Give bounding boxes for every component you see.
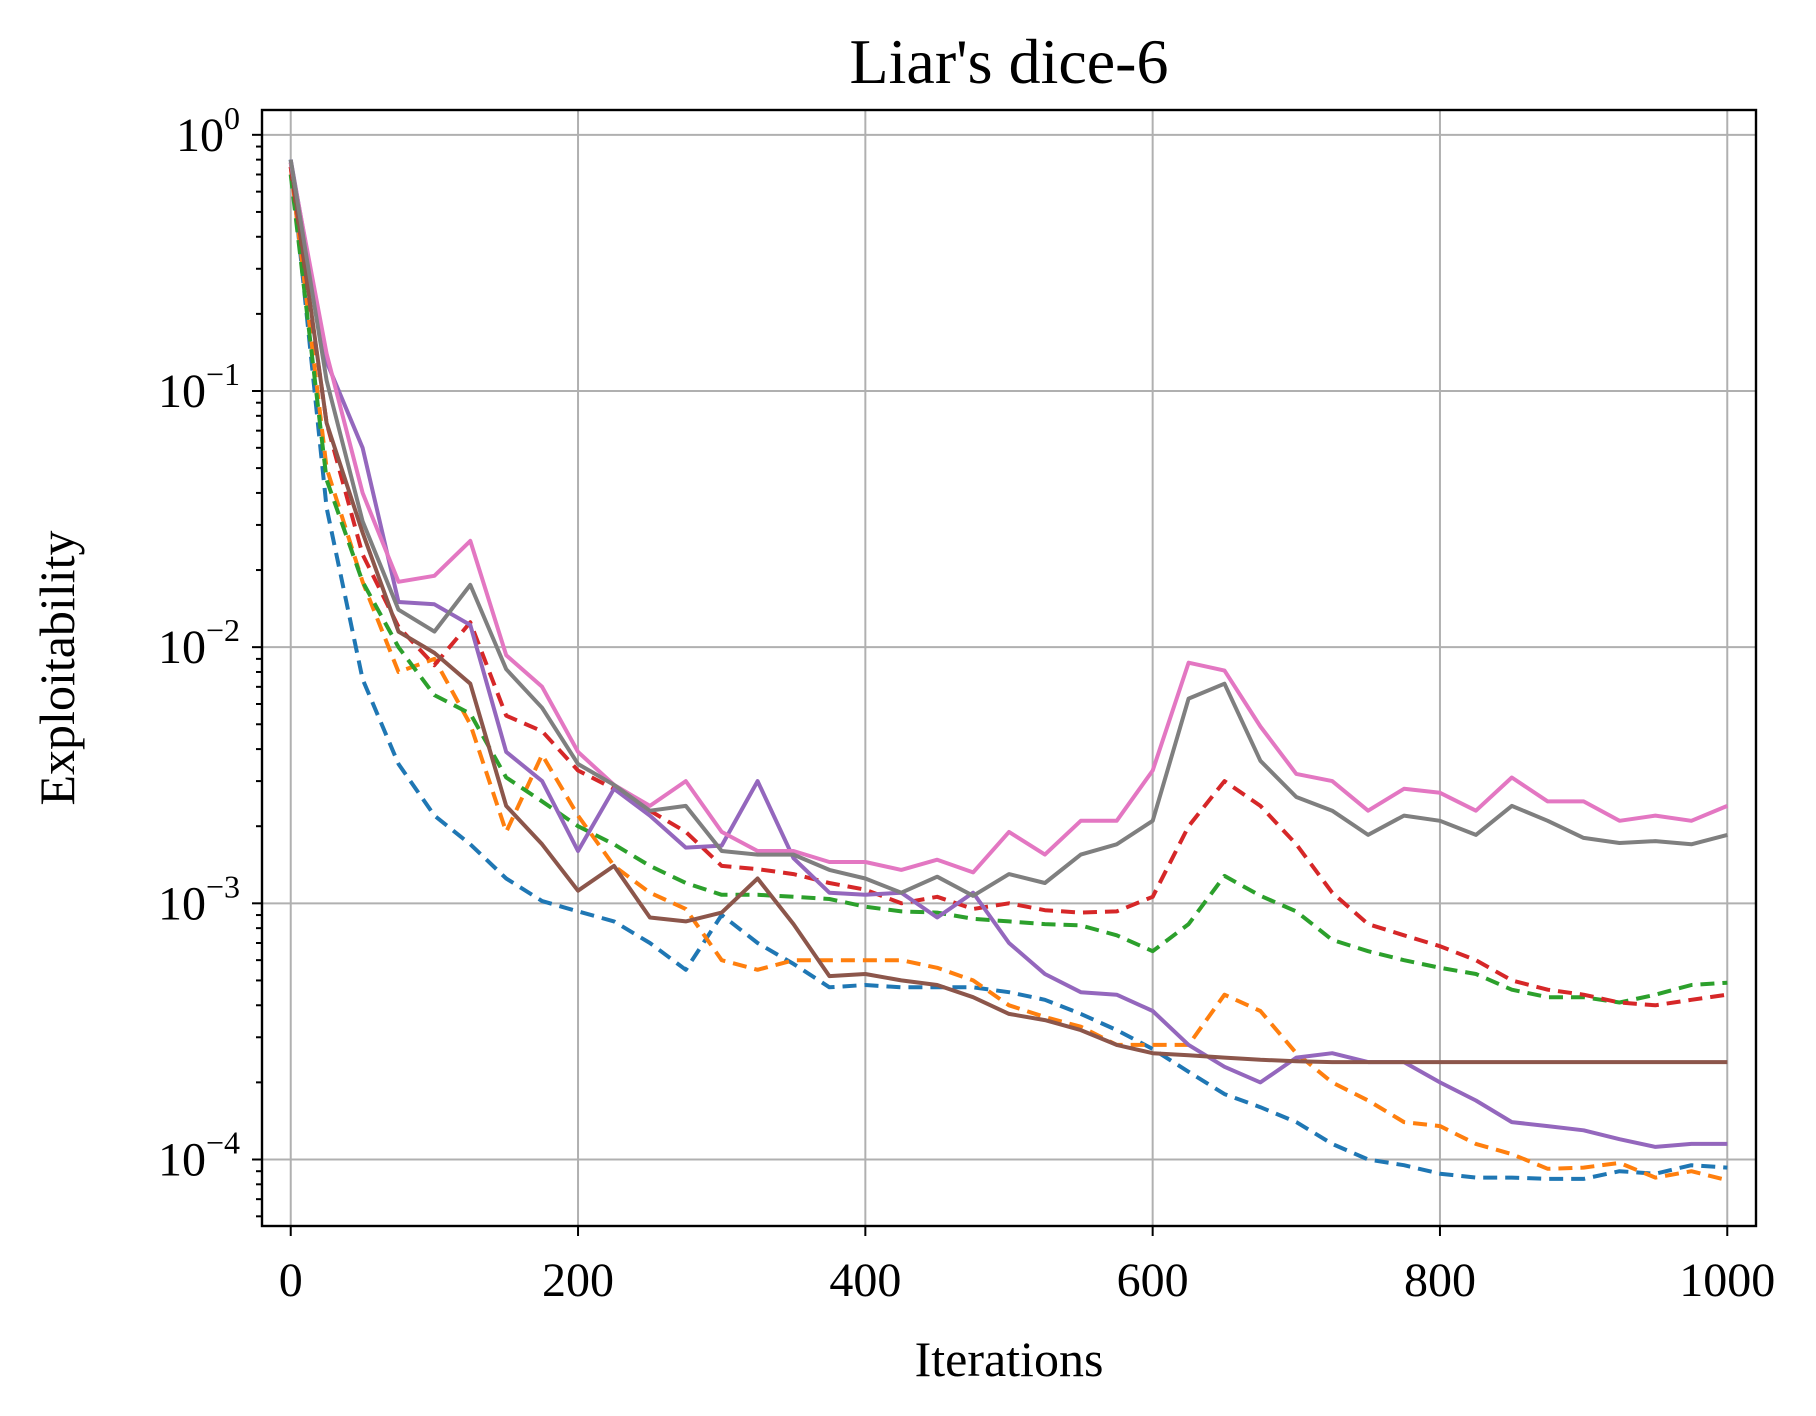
ticks: 0 200 400 600 800 1000 100 10−1 10−2 10−3 10−4 [158, 100, 1775, 1307]
x-axis-label: Iterations [915, 1331, 1104, 1387]
x-tick-label: 400 [829, 1254, 901, 1307]
series-layer [288, 159, 1729, 1183]
x-tick-label: 0 [279, 1254, 303, 1307]
series-line-2 [288, 166, 1728, 1183]
y-axis-label: Exploitability [29, 531, 85, 806]
x-tick-label: 800 [1404, 1254, 1476, 1307]
chart-title: Liar's dice-6 [850, 26, 1169, 97]
y-tick-label: 10−3 [158, 868, 240, 930]
y-tick-label: 10−4 [158, 1124, 240, 1186]
y-tick-label: 10−1 [158, 356, 240, 418]
series-line-1 [288, 159, 1728, 1181]
series-line-8 [288, 159, 1728, 898]
plot-frame [260, 108, 1758, 1228]
x-tick-label: 1000 [1679, 1254, 1775, 1307]
grid [262, 110, 1756, 1226]
series-line-7 [288, 162, 1729, 875]
y-tick-label: 10−2 [158, 612, 240, 674]
series-line-6 [288, 162, 1728, 1065]
y-tick-label: 100 [176, 100, 240, 162]
series-line-5 [288, 159, 1728, 1149]
series-line-3 [288, 174, 1728, 1005]
series-line-4 [288, 166, 1728, 1008]
x-tick-label: 200 [542, 1254, 614, 1307]
x-tick-label: 600 [1117, 1254, 1189, 1307]
